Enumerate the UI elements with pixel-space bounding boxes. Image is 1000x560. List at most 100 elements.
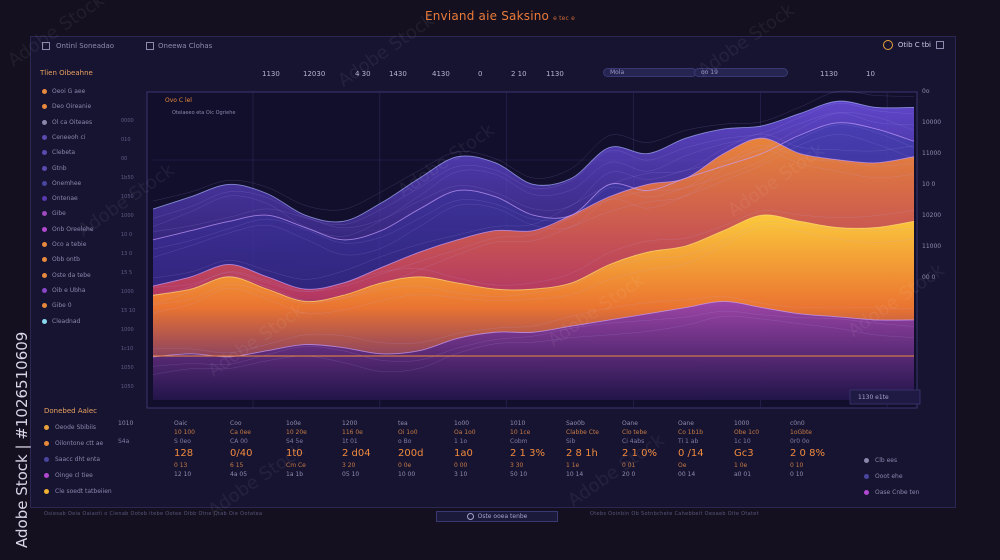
sidebar-item-label: Obb ontb — [52, 256, 80, 264]
sidebar-dot-icon — [42, 180, 47, 186]
top-tick: 2 10 — [511, 70, 527, 78]
table-cell: 1t 01 — [342, 438, 358, 445]
footer-text: Osiesab Oeia Oaiaoti o Cienab Ooteb iteb… — [44, 511, 263, 517]
table-value: 2 1 3% — [510, 448, 545, 459]
sidebar-item-label: Ontenae — [52, 195, 78, 203]
right-tick-label: 0o — [922, 88, 930, 95]
footer-button[interactable]: Oste ooea tenbe — [436, 511, 558, 522]
legend-item[interactable]: Oeode Sbibiis — [44, 424, 96, 431]
sidebar-item[interactable]: Onb Oreelehe — [42, 226, 94, 233]
sidebar-dot-icon — [42, 242, 47, 247]
filter-icon[interactable] — [146, 42, 154, 50]
table-value: 200d — [398, 448, 424, 459]
legend-item[interactable]: Saacc dht enta — [44, 456, 100, 463]
table-header: c0n0 — [790, 420, 805, 427]
legend-item[interactable]: Oinge cl tiee — [44, 472, 93, 479]
echo-line-blue — [152, 134, 915, 258]
sidebar-item[interactable]: Ontenae — [42, 195, 78, 202]
sidebar-item[interactable]: Cleadnad — [42, 318, 80, 325]
table-cell: Ca 0ee — [230, 429, 251, 436]
table-column: 1o0e 10 20e S4 5e 1t0 Cm Ce 1a 1b — [286, 420, 342, 480]
table-cell — [118, 462, 174, 471]
sidebar-item-label: Deo Oireanie — [52, 103, 92, 111]
table-header: 1010 — [118, 420, 134, 427]
area-magenta[interactable] — [153, 301, 914, 400]
line-blue — [152, 122, 915, 241]
legend-item[interactable]: Oilontone ctt ae — [44, 440, 103, 447]
title-text: Enviand aie Saksino — [424, 9, 550, 23]
legend-item-label: Oilontone ctt ae — [55, 440, 104, 447]
sidebar-item-label: Ol ca Oiteaes — [52, 118, 93, 126]
sidebar-item-label: Oeoi G aee — [52, 88, 86, 95]
top-right-group: Otib C tbi — [882, 40, 944, 50]
top-tick: 10 — [866, 70, 875, 78]
settings-icon[interactable] — [936, 41, 944, 49]
table-cell: 0 10 — [790, 471, 804, 478]
table-header: Sao0b — [566, 420, 585, 427]
sidebar-item[interactable]: Oeoi G aee — [42, 88, 85, 95]
table-column: Coo Ca 0ee CA 00 0/40 6 15 4a 05 — [230, 420, 286, 480]
bottom-label: 1130 e1te — [858, 394, 889, 401]
sidebar-item[interactable]: Deo Oireanie — [42, 103, 91, 110]
sidebar-item[interactable]: Gibe 0 — [42, 302, 72, 309]
table-column: tea Oi 1o0 o Bo 200d 0 0e 10 00 — [398, 420, 454, 480]
sidebar-item[interactable]: Gibe — [42, 210, 66, 217]
sidebar-item[interactable]: Clebeta — [42, 149, 75, 156]
echo-line-violet — [152, 90, 915, 211]
menu-icon[interactable] — [42, 42, 50, 50]
right-tick-label: 10 0 — [922, 181, 936, 188]
bottom-label-box — [849, 389, 921, 405]
sidebar-item[interactable]: Oco a tebie — [42, 241, 86, 248]
top-right-label[interactable]: Otib C tbi — [897, 41, 931, 49]
table-header: 1o0e — [286, 420, 301, 427]
table-cell: Clo tebe — [622, 429, 647, 436]
sidebar-item-label: Onemhee — [52, 179, 82, 187]
right-legend-item[interactable]: Ooot ehe — [864, 473, 903, 480]
sidebar-item[interactable]: Ceneeoh ci — [42, 134, 85, 141]
sidebar-item[interactable]: Onemhee — [42, 180, 81, 187]
sidebar-item-label: Oco a tebie — [52, 241, 87, 248]
top-left-label[interactable]: Ontinl Soneadao — [56, 42, 115, 50]
sidebar-dot-icon — [42, 287, 47, 293]
left-tick-label: 1050 — [121, 365, 134, 371]
table-cell: 3 20 — [342, 462, 356, 469]
table-value: 0 /14 — [678, 448, 704, 459]
sidebar-item-label: Gibe — [52, 210, 66, 218]
table-cell: 12 10 — [174, 471, 192, 478]
sidebar-item[interactable]: Obb ontb — [42, 256, 80, 263]
watermark-vertical-text: Adobe Stock | #1026510609 — [13, 331, 31, 548]
sidebar-dot-icon — [42, 104, 47, 110]
range-pill-2[interactable]: oo 19 — [694, 68, 788, 77]
sidebar-item[interactable]: Oste da tebe — [42, 272, 91, 279]
user-avatar-icon[interactable] — [882, 40, 893, 50]
left-tick-label: 15 10 — [121, 308, 136, 314]
sidebar-item[interactable]: Ol ca Oiteaes — [42, 119, 92, 126]
table-cell: a0 01 — [734, 471, 752, 478]
left-tick-label: 10 0 — [121, 232, 133, 238]
echo-line-magenta — [152, 296, 915, 354]
sidebar-dot-icon — [42, 165, 47, 171]
footer-button-label: Oste ooea tenbe — [477, 513, 528, 520]
legend-dot-icon — [44, 457, 49, 462]
right-legend-item[interactable]: Oase Cnbe ten — [864, 489, 919, 496]
sidebar-item[interactable]: Gtnb — [42, 165, 67, 172]
table-cell: Cm Ce — [286, 462, 306, 469]
table-value: 2 d04 — [342, 448, 371, 459]
echo-line-violet — [152, 112, 915, 237]
table-cell: 0 00 — [454, 462, 468, 469]
table-cell: 0 10 — [790, 462, 804, 469]
legend-item[interactable]: Cle soedt tatbeiien — [44, 488, 112, 495]
top-tick: 1130 — [262, 70, 280, 78]
legend-heading: Donebed Aalec — [44, 407, 98, 415]
table-value — [118, 448, 174, 462]
data-table: 1010 S4a Oaic 10 100 S 0eo 128 0 13 12 10 Coo Ca … — [118, 420, 858, 498]
table-cell: 116 0e — [342, 429, 363, 436]
sidebar-item[interactable]: Oib e Ubha — [42, 287, 85, 294]
table-column: 1000 Obe 1c0 1c 10 Gc3 1 0e a0 01 — [734, 420, 790, 480]
table-cell: 05 10 — [342, 471, 360, 478]
table-cell: Sib — [566, 438, 576, 445]
top-left-label-2[interactable]: Oneewa Clohas — [158, 42, 213, 50]
right-legend-item[interactable]: Clb ees — [864, 457, 897, 464]
table-cell: 10 1ce — [510, 429, 531, 436]
